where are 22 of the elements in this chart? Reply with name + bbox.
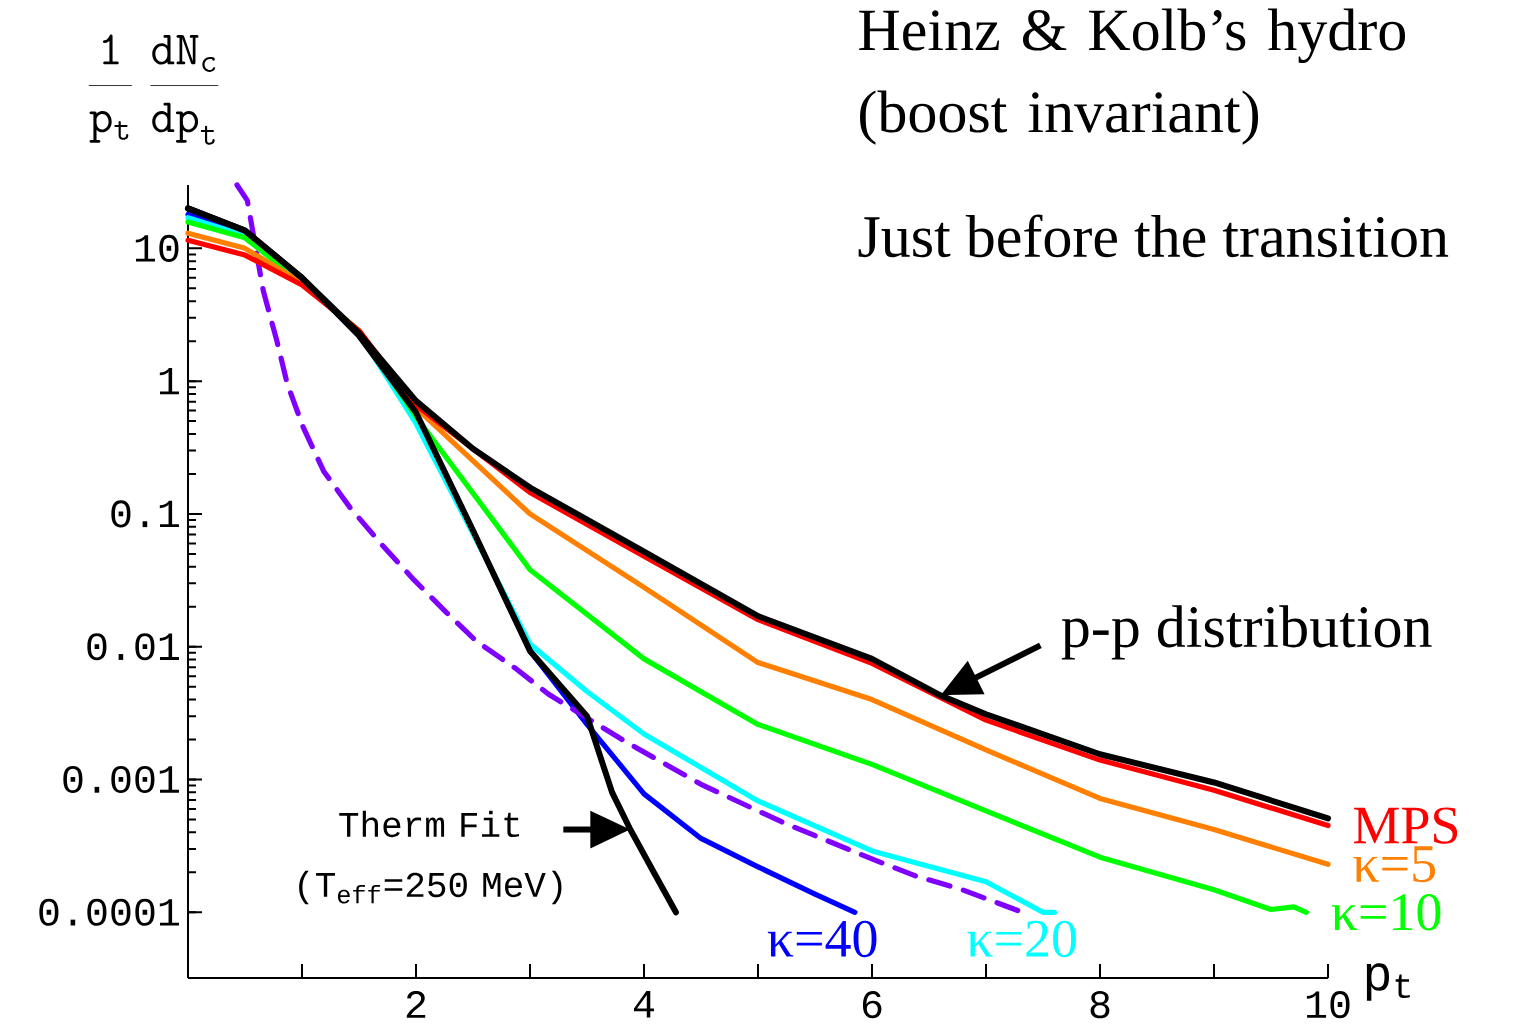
series-label: κ=40 (767, 920, 877, 958)
annotation: Therm Fit (T$_{eff}$=250 MeV) (299, 810, 562, 905)
x-tick-label: 10 (1306, 991, 1350, 1019)
x-tick-label: 4 (634, 991, 654, 1018)
y-axis-title: $\frac{\mathtt{1}}{\mathtt{p}_{\mathtt{t}}}\;\frac{\mathtt{dN}_{\mathtt{c}}}{\mathtt{dp}_{\mathtt{t}}}$ (88, 34, 219, 145)
series-label: κ=20 (967, 920, 1076, 958)
y-tick-label: 0.1 (111, 500, 179, 528)
y-tick-label: 0.0001 (39, 898, 179, 926)
x-tick-label: 2 (406, 991, 426, 1018)
y-tick-label: 0.01 (87, 633, 179, 661)
y-tick-label: 0.001 (63, 765, 179, 794)
series-label: κ=10 (1331, 894, 1441, 931)
y-tick-label: 1 (159, 367, 179, 395)
x-tick-label: 6 (862, 991, 882, 1019)
annotation: p-p distribution (1061, 605, 1432, 660)
chart-subtitle: Just before the transition (858, 214, 1449, 258)
chart-title: Heinz & Kolb’s hydro (boost invariant) (859, 8, 1406, 145)
series-label: κ=5 (1353, 846, 1435, 883)
y-tick-label: 10 (135, 234, 179, 262)
x-tick-label: 8 (1090, 991, 1110, 1019)
series-label: MPS (1353, 807, 1458, 844)
x-axis-title: p$_{t}$ (1366, 963, 1410, 1001)
